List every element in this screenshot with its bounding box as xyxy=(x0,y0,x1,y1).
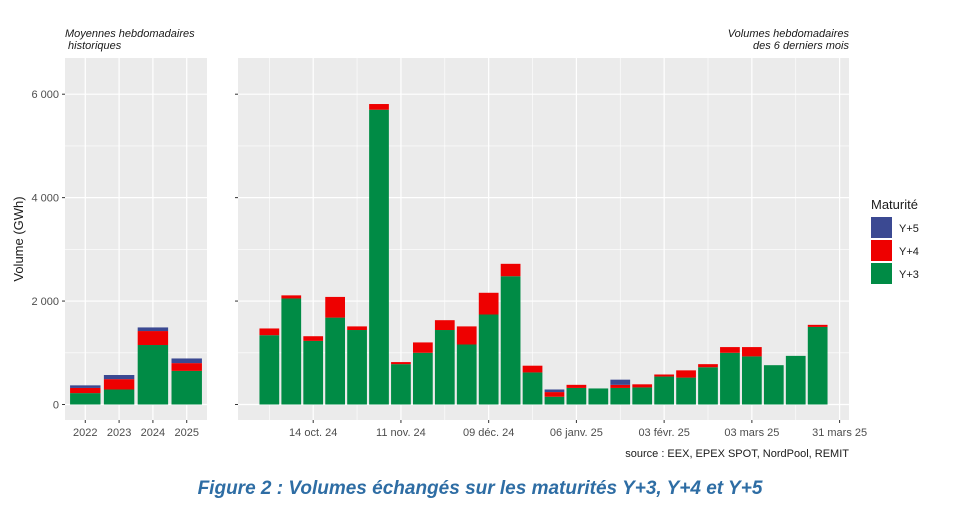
bar-segment-Y4-2025-01-20 xyxy=(610,384,631,388)
y-tick-label: 4 000 xyxy=(31,193,59,205)
bar-segment-Y3-2024-12-23 xyxy=(522,372,543,405)
left-panel-x-ticks: 2022 2023 2024 2025 xyxy=(73,420,199,439)
bar-segment-Y5-2022 xyxy=(70,385,101,388)
right-panel-y-tick-marks xyxy=(235,93,238,405)
legend-label-y5: Y+5 xyxy=(899,223,919,235)
bar-segment-Y4-2024-12-30 xyxy=(544,392,565,397)
bar-segment-Y4-2025 xyxy=(171,363,202,371)
x-tick-label: 09 déc. 24 xyxy=(463,427,514,439)
legend-swatch-y5 xyxy=(871,217,892,238)
x-tick-label: 03 févr. 25 xyxy=(638,427,689,439)
bar-segment-Y3-2024-12-30 xyxy=(544,396,565,405)
bar-segment-Y3-2025 xyxy=(171,370,202,405)
bar-segment-Y4-2025-01-06 xyxy=(566,384,587,388)
bar-segment-Y3-2025-03-03 xyxy=(741,356,762,405)
bar-segment-Y4-2023 xyxy=(103,379,135,390)
left-panel-subtitle: Moyennes hebdomadaires historiques xyxy=(65,28,195,52)
bar-segment-Y3-2024-11-11 xyxy=(391,364,411,405)
x-tick-label: 11 nov. 24 xyxy=(376,427,426,439)
bar-segment-Y4-2025-02-10 xyxy=(676,370,696,378)
y-tick-label: 2 000 xyxy=(31,296,59,308)
x-tick-label: 31 mars 25 xyxy=(812,427,867,439)
bar-segment-Y4-2024-11-18 xyxy=(412,342,433,353)
bar-segment-Y3-2025-03-24 xyxy=(807,326,828,405)
bar-segment-Y4-2025-02-24 xyxy=(720,347,740,353)
bar-segment-Y3-2024-12-16 xyxy=(500,276,521,405)
bar-segment-Y4-2024-10-28 xyxy=(347,326,367,331)
legend-swatch-y3 xyxy=(871,263,892,284)
bar-segment-Y3-2025-03-10 xyxy=(763,365,784,405)
bar-segment-Y3-2023 xyxy=(103,389,135,405)
right-panel-x-ticks: 14 oct. 24 11 nov. 24 09 déc. 24 06 janv. 2… xyxy=(289,420,867,439)
right-panel-subtitle: Volumes hebdomadaires des 6 derniers mois xyxy=(728,28,850,52)
legend-label-y3: Y+3 xyxy=(899,269,919,281)
bar-segment-Y4-2024-12-09 xyxy=(478,292,499,315)
x-tick-label: 2023 xyxy=(107,427,131,439)
figure-caption: Figure 2 : Volumes échangés sur les matu… xyxy=(197,478,763,499)
bar-segment-Y3-2025-01-06 xyxy=(566,387,587,405)
bar-segment-Y3-2025-01-20 xyxy=(610,387,631,405)
source-note: source : EEX, EPEX SPOT, NordPool, REMIT xyxy=(625,448,849,460)
legend-swatch-y4 xyxy=(871,240,892,261)
legend: Maturité Y+5 Y+4 Y+3 xyxy=(871,197,919,284)
bar-segment-Y3-2024-10-14 xyxy=(303,340,324,405)
bar-segment-Y4-2025-03-03 xyxy=(741,347,762,357)
bar-segment-Y4-2024-10-14 xyxy=(303,336,324,341)
y-tick-label: 6 000 xyxy=(31,89,59,101)
bar-segment-Y3-2024-09-30 xyxy=(259,335,280,405)
x-tick-label: 06 janv. 25 xyxy=(550,427,603,439)
bar-segment-Y3-2024-11-25 xyxy=(434,330,455,405)
bar-segment-Y4-2024 xyxy=(137,331,169,346)
left-panel-bars xyxy=(70,327,202,405)
bar-segment-Y3-2025-02-24 xyxy=(720,352,740,405)
legend-label-y4: Y+4 xyxy=(899,246,919,258)
bar-segment-Y4-2024-11-25 xyxy=(434,320,455,331)
bar-segment-Y3-2025-01-13 xyxy=(588,388,609,405)
bar-segment-Y4-2025-03-24 xyxy=(807,324,828,327)
bar-segment-Y3-2025-01-27 xyxy=(632,387,653,405)
y-axis-ticks: 0 2 000 4 000 6 000 xyxy=(31,89,65,411)
bar-segment-Y4-2025-01-27 xyxy=(632,384,653,388)
bar-segment-Y3-2025-02-03 xyxy=(654,376,675,405)
bar-segment-Y4-2024-11-11 xyxy=(391,362,411,365)
x-tick-label: 2025 xyxy=(174,427,198,439)
bar-segment-Y4-2024-12-23 xyxy=(522,365,543,373)
bar-segment-Y4-2024-10-21 xyxy=(325,296,346,318)
bar-segment-Y3-2025-02-17 xyxy=(698,367,718,405)
right-panel-bars xyxy=(259,104,828,405)
bar-segment-Y3-2024-10-28 xyxy=(347,330,367,405)
bar-segment-Y5-2024 xyxy=(137,327,169,332)
bar-segment-Y3-2024-12-09 xyxy=(478,314,499,405)
bar-segment-Y4-2024-10-07 xyxy=(281,295,302,299)
figure-chart: Moyennes hebdomadaires historiques 0 2 00… xyxy=(11,28,919,460)
x-tick-label: 2022 xyxy=(73,427,97,439)
legend-title: Maturité xyxy=(871,197,918,212)
bar-segment-Y5-2023 xyxy=(103,375,135,380)
bar-segment-Y4-2024-12-16 xyxy=(500,263,521,277)
bar-segment-Y5-2025 xyxy=(171,358,202,364)
bar-segment-Y3-2024-10-21 xyxy=(325,317,346,405)
bar-segment-Y4-2024-09-30 xyxy=(259,328,280,336)
bar-segment-Y4-2022 xyxy=(70,387,101,394)
x-tick-label: 2024 xyxy=(141,427,165,439)
bar-segment-Y4-2024-12-02 xyxy=(456,326,477,345)
bar-segment-Y3-2025-02-10 xyxy=(676,377,696,405)
bar-segment-Y4-2025-02-03 xyxy=(654,374,675,377)
bar-segment-Y3-2024-11-18 xyxy=(412,352,433,405)
bar-segment-Y5-2024-12-30 xyxy=(544,389,565,393)
y-axis-label: Volume (GWh) xyxy=(11,196,26,281)
bar-segment-Y3-2024-12-02 xyxy=(456,344,477,405)
bar-segment-Y4-2024-11-04 xyxy=(369,104,389,110)
bar-segment-Y3-2024-10-07 xyxy=(281,298,302,405)
y-tick-label: 0 xyxy=(53,399,59,411)
x-tick-label: 14 oct. 24 xyxy=(289,427,337,439)
bar-segment-Y3-2025-03-17 xyxy=(785,355,806,405)
bar-segment-Y3-2024 xyxy=(137,345,169,405)
bar-segment-Y4-2025-02-17 xyxy=(698,364,718,368)
bar-segment-Y3-2024-11-04 xyxy=(369,109,389,405)
bar-segment-Y5-2025-01-20 xyxy=(610,379,631,385)
x-tick-label: 03 mars 25 xyxy=(724,427,779,439)
bar-segment-Y3-2022 xyxy=(70,393,101,405)
